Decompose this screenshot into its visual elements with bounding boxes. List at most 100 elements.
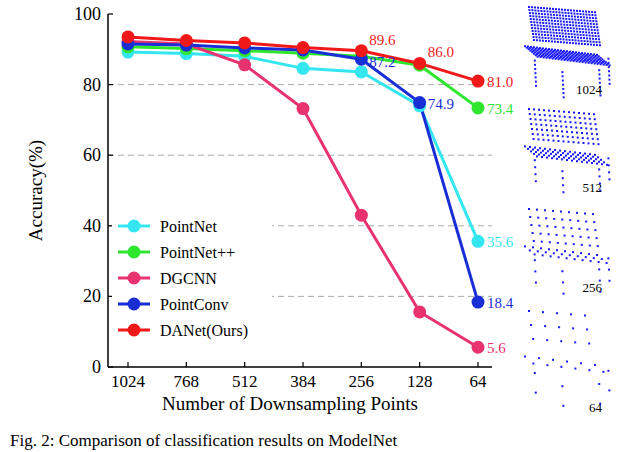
chair-point (554, 115, 556, 117)
chair-point (538, 154, 540, 156)
chair-point (546, 28, 548, 30)
chair-point (563, 41, 565, 43)
y-tick (108, 13, 113, 14)
chair-point (576, 132, 578, 134)
chair-point (588, 236, 590, 238)
chair-point (583, 159, 585, 161)
x-tick (302, 362, 303, 367)
chair-point (576, 160, 578, 162)
chair-point (593, 113, 595, 115)
chair-point (588, 160, 590, 162)
chair-point (598, 35, 600, 37)
chair-point (535, 173, 537, 175)
chair-point (545, 40, 547, 42)
chair-point (595, 35, 597, 37)
legend-label: PointConv (160, 296, 228, 313)
chair-point (574, 33, 576, 35)
chair-point (555, 125, 557, 127)
data-label: 5.6 (487, 340, 506, 356)
series-marker (472, 235, 485, 248)
x-tick-label: 384 (290, 372, 316, 391)
chair-point (585, 28, 587, 30)
chair-point (546, 225, 548, 227)
chair-point (566, 39, 568, 41)
chair-point (609, 64, 611, 66)
chair-point (561, 170, 563, 172)
chair-point (556, 17, 558, 19)
chair-point (542, 19, 544, 21)
series-line (128, 37, 478, 81)
chair-point (564, 250, 566, 252)
chair-point (534, 64, 536, 66)
chair-point (598, 143, 600, 145)
chair-point (574, 151, 576, 153)
chair-point (532, 33, 534, 35)
y-axis (107, 14, 109, 367)
chair-point (530, 118, 532, 120)
chair-point (568, 33, 570, 35)
chair-point (596, 41, 598, 43)
chair-point (554, 20, 556, 22)
chair-point (582, 259, 584, 261)
thumbnail-label: 256 (583, 280, 603, 295)
chair-point (578, 22, 580, 24)
chair-point (597, 156, 599, 158)
chair-point (560, 120, 562, 122)
chair-point (543, 154, 545, 156)
chair-point (566, 24, 568, 26)
chair-point (542, 47, 544, 49)
chair-point (548, 22, 550, 24)
chair-point (608, 66, 610, 68)
chair-point (590, 53, 592, 55)
chair-point (545, 22, 547, 24)
chair-point (573, 141, 575, 143)
x-tick-label: 512 (232, 372, 258, 391)
chart-root: 020406080100102476851238425612864Number … (0, 0, 618, 452)
chair-point (606, 262, 608, 264)
chair-point (544, 209, 546, 211)
chair-point (608, 62, 610, 64)
chair-point (606, 164, 608, 166)
x-tick-label: 768 (174, 372, 200, 391)
chair-point (565, 121, 567, 123)
chair-point (557, 135, 559, 137)
chair-point (566, 42, 568, 44)
chair-point (561, 130, 563, 132)
chair-point (575, 122, 577, 124)
chair-point (528, 310, 530, 312)
chair-point (569, 39, 571, 41)
chair-point (556, 14, 558, 16)
chair-point (562, 35, 564, 37)
chair-point (556, 312, 558, 314)
chair-point (552, 11, 554, 13)
chair-point (530, 224, 532, 226)
x-tick-label: 128 (407, 372, 433, 391)
chair-point (548, 139, 550, 141)
legend-label: PointNet (160, 218, 217, 235)
chair-point (545, 251, 547, 253)
y-tick (108, 84, 113, 85)
legend-label: DANet(Ours) (160, 322, 248, 340)
chair-point (536, 155, 538, 157)
chair-point (557, 38, 559, 40)
chair-point (534, 113, 536, 115)
y-tick-label: 80 (83, 75, 101, 95)
chair-point (567, 9, 569, 11)
chair-point (535, 81, 537, 83)
chair-point (596, 163, 598, 165)
chair-point (589, 17, 591, 19)
chair-point (559, 17, 561, 19)
chair-point (558, 326, 560, 328)
chair-point (548, 110, 550, 112)
chair-point (595, 128, 597, 130)
chair-point (550, 125, 552, 127)
chair-point (578, 43, 580, 45)
caption: Fig. 2: Comparison of classification res… (10, 431, 397, 450)
chair-point (584, 117, 586, 119)
chair-point (586, 228, 588, 230)
chair-point (601, 163, 603, 165)
chair-point (552, 26, 554, 28)
chair-point (608, 164, 610, 166)
chair-point (592, 156, 594, 158)
chair-point (581, 25, 583, 27)
